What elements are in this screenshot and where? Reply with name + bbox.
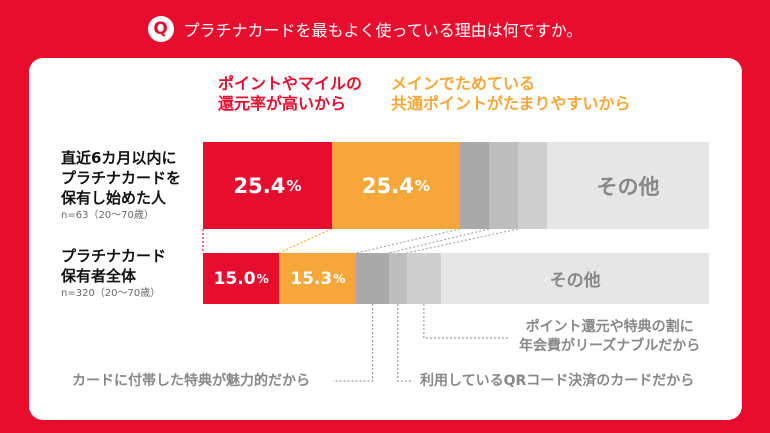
- data-label-unit: %: [414, 176, 430, 195]
- bar-segment-points: 15.3%: [278, 253, 357, 304]
- data-label-unit: %: [286, 176, 302, 195]
- bar-segment-other: その他: [440, 253, 710, 304]
- legend-reward: ポイントやマイルの 還元率が高いから: [218, 74, 362, 114]
- data-label: 15.3: [290, 268, 333, 289]
- legend-points: メインでためている 共通ポイントがたまりやすいから: [391, 74, 631, 114]
- bar-segment-reward: 15.0%: [203, 253, 280, 304]
- bar-segment-other: その他: [546, 142, 710, 229]
- data-label-unit: %: [333, 271, 346, 286]
- legend-line: 還元率が高いから: [218, 94, 347, 113]
- category-line: プラチナカード: [61, 247, 167, 265]
- category-label-recent: 直近6カ月以内に プラチナカードを 保有し始めた人 n=63（20〜70歳）: [61, 148, 181, 224]
- question-header: Q プラチナカードを最もよく使っている理由は何ですか。: [0, 0, 770, 58]
- annotation-line: 年会費がリーズナブルだから: [519, 338, 701, 354]
- question-text: プラチナカードを最もよく使っている理由は何ですか。: [183, 21, 583, 40]
- category-line: 保有者全体: [61, 267, 137, 285]
- category-line: 直近6カ月以内に: [61, 149, 177, 167]
- bar-segment-fee: [517, 142, 548, 229]
- bar-segment-qr: [488, 142, 519, 229]
- annotation-line: カードに付帯した特典が魅力的だから: [72, 373, 310, 389]
- category-label-all: プラチナカード 保有者全体 n=320（20〜70歳）: [61, 246, 166, 302]
- annotation-line: ポイント還元や特典の割に: [525, 319, 694, 335]
- annotation-fee: ポイント還元や特典の割に 年会費がリーズナブルだから: [519, 318, 700, 356]
- other-label: その他: [549, 271, 601, 291]
- data-label: 15.0: [213, 268, 256, 289]
- annotation-qr: 利用しているQRコード決済のカードだから: [420, 372, 694, 391]
- legend-line: 共通ポイントがたまりやすいから: [391, 94, 631, 113]
- bar-segment-fee: [406, 253, 442, 304]
- chart-card: [29, 58, 742, 420]
- sample-size: n=63（20〜70歳）: [61, 210, 154, 221]
- bar-segment-benefits: [460, 142, 490, 229]
- category-line: プラチナカードを: [61, 169, 182, 187]
- bar-segment-reward: 25.4%: [203, 142, 333, 229]
- sample-size: n=320（20〜70歳）: [61, 288, 161, 299]
- legend-line: ポイントやマイルの: [218, 74, 363, 93]
- bar-segment-points: 25.4%: [331, 142, 461, 229]
- data-label: 25.4: [233, 173, 286, 198]
- q-logo-icon: Q: [147, 16, 174, 42]
- legend-line: メインでためている: [391, 74, 536, 93]
- category-line: 保有し始めた人: [61, 189, 167, 207]
- annotation-line: 利用しているQRコード決済のカードだから: [420, 373, 695, 389]
- other-label: その他: [596, 174, 660, 199]
- data-label-unit: %: [256, 271, 269, 286]
- bar-segment-qr: [388, 253, 408, 304]
- bar-segment-benefits: [356, 253, 390, 304]
- annotation-benefits: カードに付帯した特典が魅力的だから: [72, 372, 310, 391]
- question-row: Q プラチナカードを最もよく使っている理由は何ですか。: [147, 16, 583, 42]
- data-label: 25.4: [362, 173, 414, 198]
